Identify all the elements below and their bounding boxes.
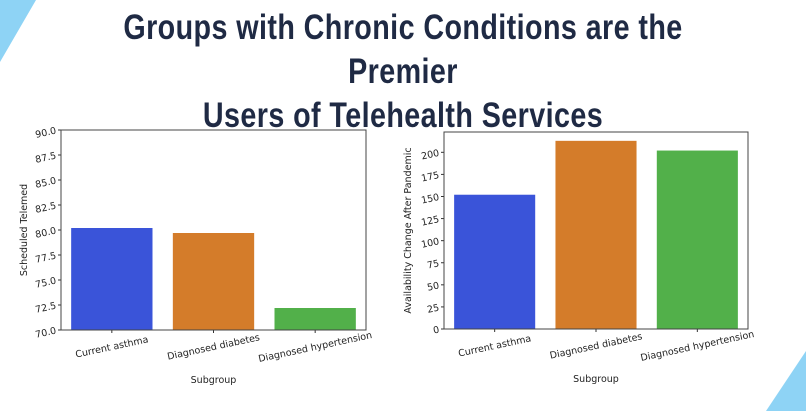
x-tick-label: Diagnosed hypertension bbox=[640, 329, 756, 364]
y-tick-label: 175 bbox=[420, 170, 440, 185]
y-tick-label: 75 bbox=[426, 258, 440, 271]
x-tick-label: Current asthma bbox=[457, 333, 532, 359]
x-tick-label: Diagnosed diabetes bbox=[549, 331, 644, 361]
y-tick-label: 75.0 bbox=[34, 276, 57, 291]
slide-title: Groups with Chronic Conditions are the P… bbox=[73, 6, 734, 138]
bar-1 bbox=[454, 194, 536, 329]
y-tick-label: 50 bbox=[426, 280, 440, 293]
x-tick-label: Diagnosed hypertension bbox=[257, 330, 373, 365]
y-tick-label: 87.5 bbox=[34, 151, 57, 166]
x-axis-label: Subgroup bbox=[191, 375, 237, 386]
bar-3 bbox=[656, 150, 738, 329]
corner-decoration-top-left bbox=[0, 0, 36, 62]
x-tick-label: Current asthma bbox=[74, 334, 149, 360]
chart-2: Current asthma Diagnosed diabetesDiagnose… bbox=[403, 131, 756, 385]
y-tick-label: 82.5 bbox=[34, 201, 57, 216]
y-tick-label: 0 bbox=[432, 325, 440, 337]
y-tick-label: 200 bbox=[420, 148, 440, 163]
title-line-2: Users of Telehealth Services bbox=[202, 96, 604, 135]
title-line-1: Groups with Chronic Conditions are the P… bbox=[123, 8, 683, 91]
y-tick-label: 72.5 bbox=[34, 301, 57, 316]
bar-2 bbox=[172, 233, 255, 330]
y-tick-label: 80.0 bbox=[34, 226, 57, 241]
chart-1: Current asthma Diagnosed diabetesDiagnose… bbox=[19, 126, 373, 386]
bar-3 bbox=[274, 308, 356, 330]
x-tick-label: Diagnosed diabetes bbox=[166, 332, 261, 362]
corner-decoration-bottom-right bbox=[766, 351, 806, 411]
y-tick-label: 25 bbox=[426, 303, 440, 316]
y-tick-label: 150 bbox=[420, 192, 440, 207]
y-tick-label: 85.0 bbox=[34, 176, 57, 191]
x-axis-label: Subgroup bbox=[573, 374, 619, 385]
y-tick-label: 100 bbox=[420, 236, 440, 251]
y-tick-label: 90.0 bbox=[34, 126, 57, 141]
y-tick-label: 125 bbox=[420, 214, 440, 229]
axes-frame bbox=[443, 131, 749, 330]
axes-frame bbox=[60, 129, 367, 331]
y-axis-label: Availability Change After Pandemic bbox=[403, 147, 414, 313]
y-axis-label: Scheduled Telemed bbox=[19, 184, 30, 276]
y-tick-label: 77.5 bbox=[34, 251, 57, 266]
y-tick-label: 70.0 bbox=[34, 326, 57, 341]
bar-2 bbox=[555, 140, 637, 329]
bar-1 bbox=[71, 228, 153, 330]
